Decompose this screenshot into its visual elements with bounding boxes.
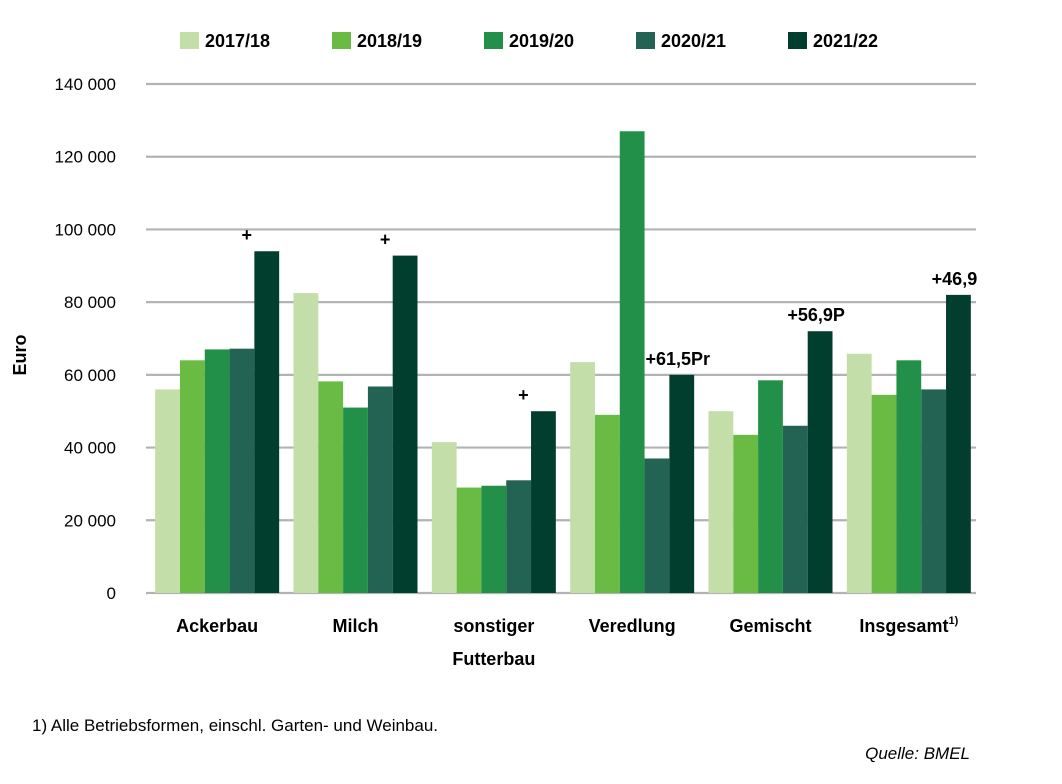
bar [343, 407, 368, 593]
category-label: Milch [332, 616, 378, 636]
bar [229, 348, 255, 593]
bar [896, 360, 922, 593]
category-footnote-marker: 1) [948, 615, 958, 627]
bars [155, 131, 971, 593]
y-tick-label: 20 000 [64, 511, 116, 530]
bar [254, 251, 280, 593]
category-label: Ackerbau [176, 616, 258, 636]
y-tick-label: 60 000 [64, 366, 116, 385]
legend-swatch [788, 32, 807, 49]
y-axis-ticks: 0 20 000 40 000 60 000 80 000 100 000 120 000 1… [55, 75, 116, 603]
bar [456, 487, 482, 593]
category-label: Insgesamt1) [859, 615, 958, 636]
y-tick-label: 120 000 [55, 148, 116, 167]
bar-annotation: + [380, 230, 391, 250]
legend-label: 2021/22 [813, 31, 878, 51]
bar [367, 386, 393, 593]
bar [644, 458, 670, 593]
y-tick-label: 40 000 [64, 439, 116, 458]
bar [782, 425, 808, 593]
y-tick-label: 140 000 [55, 75, 116, 94]
bar [669, 374, 695, 593]
bar [846, 353, 872, 593]
y-axis-label: Euro [10, 334, 30, 375]
bar-annotation: +56,9P [787, 305, 845, 325]
bar [506, 480, 532, 593]
bar [155, 389, 180, 593]
legend-label: 2019/20 [509, 31, 574, 51]
legend: 2017/18 2018/19 2019/20 2020/21 2021/22 [180, 31, 878, 51]
bar-annotation: +46,9 [932, 269, 978, 289]
legend-swatch [332, 32, 351, 49]
bar [431, 442, 457, 593]
legend-swatch [636, 32, 655, 49]
y-tick-label: 0 [107, 584, 116, 603]
bar-annotation: + [518, 385, 529, 405]
category-label: sonstiger [453, 616, 534, 636]
source-credit: Quelle: BMEL [865, 744, 970, 763]
category-label-line2: Futterbau [452, 649, 535, 669]
bar [708, 411, 734, 593]
x-axis-categories: Ackerbau Milch sonstiger Futterbau Veredlung… [176, 615, 958, 669]
footnote: 1) Alle Betriebsformen, einschl. Garten-… [32, 716, 439, 735]
bar [179, 360, 205, 593]
y-tick-label: 100 000 [55, 220, 116, 239]
bar [946, 294, 971, 593]
category-label: Veredlung [589, 616, 676, 636]
bar [807, 331, 833, 593]
bar-chart: 0 20 000 40 000 60 000 80 000 100 000 120 000 1… [10, 31, 978, 669]
legend-swatch [484, 32, 503, 49]
bar-annotation: +61,5Pr [645, 349, 710, 369]
bar [392, 255, 418, 593]
y-tick-label: 80 000 [64, 293, 116, 312]
bar [758, 380, 783, 593]
bar [619, 131, 645, 593]
bar [318, 381, 344, 593]
bar [481, 485, 507, 593]
category-label: Gemischt [729, 616, 811, 636]
legend-label: 2018/19 [357, 31, 422, 51]
bar [733, 434, 759, 593]
bar [594, 414, 620, 593]
bar [921, 389, 947, 593]
legend-swatch [180, 32, 199, 49]
bar-annotation: + [242, 225, 253, 245]
gridlines [146, 82, 976, 595]
bar [293, 293, 319, 593]
legend-label: 2020/21 [661, 31, 726, 51]
bar [570, 362, 595, 593]
annotations: + + + +61,5Pr +56,9P +46,9 [242, 225, 978, 405]
bar [531, 411, 556, 593]
bar [204, 349, 230, 593]
legend-label: 2017/18 [205, 31, 270, 51]
bar [871, 394, 897, 593]
